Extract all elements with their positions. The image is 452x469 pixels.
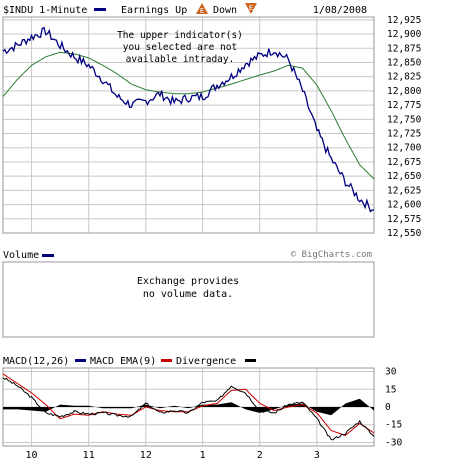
price-tick-label: 12,850 (387, 57, 422, 68)
price-tick-label: 12,825 (387, 72, 421, 83)
chart-date: 1/08/2008 (313, 5, 367, 16)
time-tick-label: 11 (83, 450, 95, 461)
price-tick-label: 12,625 (387, 185, 421, 196)
divergence-legend-swatch (245, 359, 256, 362)
price-tick-label: 12,800 (387, 86, 422, 97)
price-tick-label: 12,725 (387, 129, 421, 140)
macd-tick-label: 15 (385, 384, 396, 395)
bigcharts-watermark: © BigCharts.com (291, 250, 372, 260)
volume-label: Volume (3, 250, 39, 261)
volume-message-line-2: no volume data. (143, 289, 233, 300)
price-tick-label: 12,575 (387, 214, 421, 225)
macd-tick-label: 30 (385, 367, 397, 378)
price-grid (3, 17, 374, 234)
earnings-up-icon: E (196, 3, 208, 15)
macd-tick-label: 0 (385, 402, 391, 413)
price-tick-label: 12,775 (387, 100, 421, 111)
time-tick-label: 10 (26, 450, 38, 461)
macd-line (2, 377, 375, 441)
svg-text:E: E (200, 7, 204, 15)
divergence-label: Divergence (176, 356, 236, 367)
price-tick-label: 12,750 (387, 114, 422, 125)
price-legend-swatch (94, 8, 106, 11)
symbol-label: $INDU 1-Minute (3, 5, 87, 16)
volume-legend-swatch (42, 254, 54, 257)
divergence-area (3, 398, 374, 416)
price-tick-label: 12,875 (387, 43, 421, 54)
time-tick-label: 1 (200, 450, 206, 461)
svg-text:E: E (249, 4, 253, 12)
volume-message-line-1: Exchange provides (137, 276, 239, 287)
volume-panel: Volume Exchange provides no volume data. (2, 250, 375, 338)
price-panel-frame (2, 16, 375, 234)
macd-tick-label: -30 (385, 437, 402, 448)
price-panel: 12,550 12,575 12,600 12,625 12,650 12,675 12,7… (2, 15, 422, 260)
price-tick-label: 12,600 (387, 200, 422, 211)
macd-y-axis: 30 15 0 -15 -30 (385, 367, 402, 449)
earnings-up-label: Earnings Up (121, 5, 187, 16)
macd-tick-label: -15 (385, 420, 402, 431)
price-tick-label: 12,925 (387, 15, 421, 26)
price-line (2, 26, 375, 213)
macd-label: MACD(12,26) (3, 356, 69, 367)
earnings-down-label: Down (213, 5, 237, 16)
notice-line-3: available intraday. (126, 54, 235, 65)
time-tick-label: 3 (314, 450, 320, 461)
notice-line-1: The upper indicator(s) (117, 30, 243, 41)
macd-ema-line (2, 373, 375, 436)
time-tick-label: 2 (257, 450, 263, 461)
price-y-axis: 12,550 12,575 12,600 12,625 12,650 12,675 12,7… (387, 15, 422, 239)
volume-panel-frame (2, 261, 375, 338)
macd-panel: MACD(12,26) MACD EMA(9) Divergence 30 15 0… (2, 356, 402, 449)
price-tick-label: 12,675 (387, 157, 421, 168)
macd-legend-swatch (75, 359, 86, 362)
earnings-down-icon: E (245, 3, 257, 14)
macd-ema-label: MACD EMA(9) (90, 356, 156, 367)
time-tick-label: 12 (140, 450, 152, 461)
moving-average-line (2, 51, 375, 180)
price-tick-label: 12,700 (387, 143, 422, 154)
price-tick-label: 12,900 (387, 29, 422, 40)
price-tick-label: 12,550 (387, 228, 422, 239)
price-tick-label: 12,650 (387, 171, 422, 182)
time-axis: 10 11 12 1 2 3 (26, 450, 320, 461)
ema-legend-swatch (161, 359, 172, 362)
notice-line-2: you selected are not (123, 42, 237, 53)
